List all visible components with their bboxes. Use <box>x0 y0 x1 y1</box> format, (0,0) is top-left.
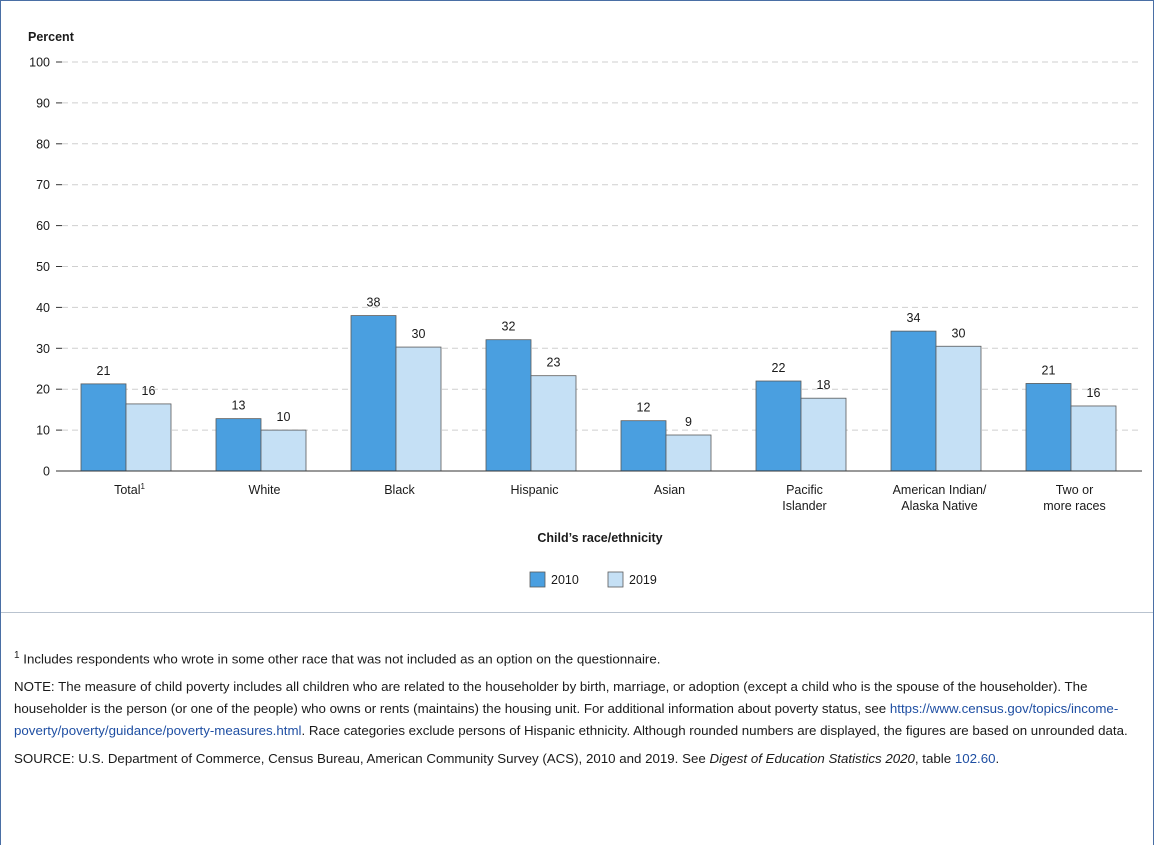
legend-label: 2019 <box>629 573 657 587</box>
bar-2019 <box>665 434 712 472</box>
bar-value-label: 30 <box>412 327 426 341</box>
source-text: SOURCE: U.S. Department of Commerce, Cen… <box>14 751 710 767</box>
bar-2010 <box>755 380 802 472</box>
bar-2019 <box>395 346 442 472</box>
bar-2019 <box>935 345 982 472</box>
bar-value-label: 12 <box>637 401 651 415</box>
source-text-mid: , table <box>914 751 955 767</box>
source-paragraph: SOURCE: U.S. Department of Commerce, Cen… <box>14 748 1144 770</box>
bar-value-label: 32 <box>502 320 516 334</box>
y-axis-label: Percent <box>28 30 75 44</box>
bar-value-label: 22 <box>772 361 786 375</box>
bar-2019 <box>260 429 307 472</box>
y-tick-label: 80 <box>36 137 50 151</box>
x-axis-label: Child’s race/ethnicity <box>537 531 662 545</box>
bar-2010 <box>350 315 397 472</box>
bar-2010 <box>620 420 667 472</box>
y-tick-label: 70 <box>36 178 50 192</box>
footnote-text: Includes respondents who wrote in some o… <box>19 651 661 667</box>
x-tick-label: Two or more races <box>1043 483 1106 513</box>
bar-2010 <box>1025 383 1072 472</box>
legend-swatch-2010 <box>529 571 546 588</box>
legend-swatch-2019 <box>607 571 624 588</box>
bar-value-label: 21 <box>97 364 111 378</box>
y-tick-label: 50 <box>36 260 50 274</box>
y-tick-label: 100 <box>29 56 50 70</box>
bar-value-label: 9 <box>685 415 692 429</box>
source-text-end: . <box>995 751 1000 767</box>
note-text: NOTE: The measure of child poverty inclu… <box>14 679 1088 717</box>
footnote: 1 Includes respondents who wrote in some… <box>14 645 1144 670</box>
bar-value-label: 34 <box>907 311 921 325</box>
x-tick-label: White <box>249 483 281 497</box>
bar-value-label: 30 <box>952 326 966 340</box>
divider <box>1 612 1153 613</box>
bar-value-label: 10 <box>277 410 291 424</box>
legend: 2010 2019 <box>529 571 657 588</box>
source-publication: Digest of Education Statistics 2020 <box>709 751 915 767</box>
bar-2019 <box>1070 405 1117 472</box>
x-tick-label: Black <box>384 483 415 497</box>
bar-value-label: 16 <box>142 384 156 398</box>
bar-2010 <box>215 418 262 472</box>
x-tick-label: American Indian/Alaska Native <box>893 483 987 513</box>
x-tick-label: Total1 <box>114 482 145 497</box>
bar-2010 <box>485 339 532 472</box>
bars <box>80 315 1117 472</box>
note-text-end: . Race categories exclude persons of His… <box>301 723 1128 739</box>
bar-value-label: 16 <box>1087 386 1101 400</box>
data-labels: 21 16 13 10 38 30 32 23 12 9 22 18 34 30 21 16 <box>97 296 1101 429</box>
y-axis-ticks: 0 10 20 30 40 50 60 70 80 90 100 <box>29 56 62 479</box>
bar-2019 <box>530 375 577 472</box>
table-link[interactable]: 102.60 <box>954 751 996 767</box>
bar-chart: 0 10 20 30 40 50 60 70 80 90 100 Percent 21 16 13 10 3… <box>28 30 1142 588</box>
bar-2010 <box>80 383 127 472</box>
y-tick-label: 30 <box>36 342 50 356</box>
footnote-marker: 1 <box>14 650 20 661</box>
x-tick-label: Asian <box>654 483 685 497</box>
y-tick-label: 90 <box>36 96 50 110</box>
y-tick-label: 20 <box>36 383 50 397</box>
bar-value-label: 18 <box>817 378 831 392</box>
bar-value-label: 38 <box>367 296 381 310</box>
y-tick-label: 10 <box>36 424 50 438</box>
x-tick-label: Pacific Islander <box>782 483 826 513</box>
bar-value-label: 13 <box>232 399 246 413</box>
bar-2019 <box>800 397 847 472</box>
census-link[interactable]: https://www.census.gov/topics/income-pov… <box>14 701 1119 739</box>
y-tick-label: 60 <box>36 219 50 233</box>
legend-label: 2010 <box>551 573 579 587</box>
bar-value-label: 23 <box>547 356 561 370</box>
y-tick-label: 0 <box>43 465 50 479</box>
bar-2010 <box>890 330 937 472</box>
bar-value-label: 21 <box>1042 363 1056 377</box>
x-tick-label: Hispanic <box>511 483 559 497</box>
x-axis-ticks: Total1 White Black Hispanic Asian Pacific Isla… <box>114 482 1106 513</box>
note-paragraph: NOTE: The measure of child poverty inclu… <box>14 676 1144 742</box>
notes-section: 1 Includes respondents who wrote in some… <box>14 645 1144 776</box>
y-tick-label: 40 <box>36 301 50 315</box>
bar-2019 <box>125 403 172 472</box>
